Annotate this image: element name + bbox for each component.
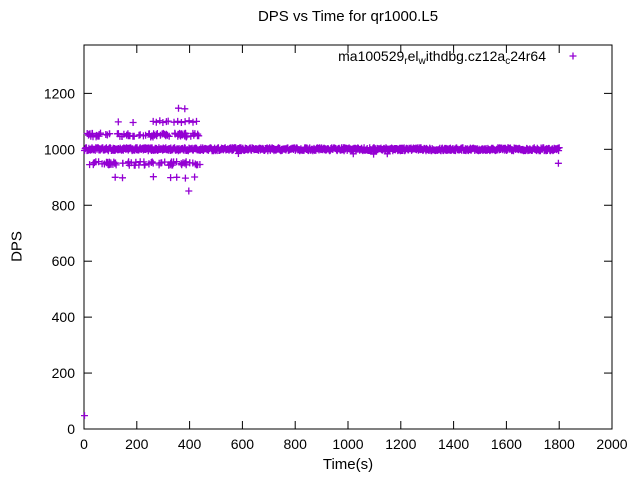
x-tick-label: 800 bbox=[284, 436, 308, 452]
x-tick-label: 1000 bbox=[332, 436, 363, 452]
x-tick-label: 600 bbox=[231, 436, 255, 452]
x-tick-label: 2000 bbox=[596, 436, 627, 452]
y-tick-label: 800 bbox=[52, 197, 76, 213]
legend-entry: ma100529relwithdbg.cz12ac24r64 bbox=[84, 48, 546, 67]
legend-label-segment: ma100529 bbox=[338, 48, 405, 64]
y-tick-label: 0 bbox=[67, 421, 75, 437]
legend-label-segment: ithdbg.cz12a bbox=[425, 48, 506, 64]
chart-title: DPS vs Time for qr1000.L5 bbox=[257, 8, 439, 25]
legend-label-segment: c bbox=[505, 56, 511, 67]
x-tick-label: 1400 bbox=[438, 436, 469, 452]
x-axis-label: Time(s) bbox=[322, 456, 374, 473]
x-tick-label: 400 bbox=[178, 436, 202, 452]
legend-label-segment: w bbox=[418, 56, 426, 67]
x-tick-label: 0 bbox=[80, 436, 88, 452]
legend-label-segment: r bbox=[404, 56, 408, 67]
x-tick-label: 1800 bbox=[544, 436, 575, 452]
x-tick-label: 1600 bbox=[491, 436, 522, 452]
x-tick-label: 200 bbox=[125, 436, 149, 452]
legend-label-segment: 24r64 bbox=[510, 48, 546, 64]
y-tick-label: 1200 bbox=[44, 85, 75, 101]
y-tick-label: 600 bbox=[52, 253, 76, 269]
y-tick-label: 400 bbox=[52, 309, 76, 325]
x-tick-label: 1200 bbox=[385, 436, 416, 452]
scatter-points bbox=[81, 52, 577, 420]
y-tick-label: 1000 bbox=[44, 141, 75, 157]
y-tick-label: 200 bbox=[52, 365, 76, 381]
legend-label: ma100529relwithdbg.cz12ac24r64 bbox=[338, 48, 546, 67]
legend-label-segment: el bbox=[407, 48, 419, 64]
plot-border bbox=[83, 44, 613, 430]
